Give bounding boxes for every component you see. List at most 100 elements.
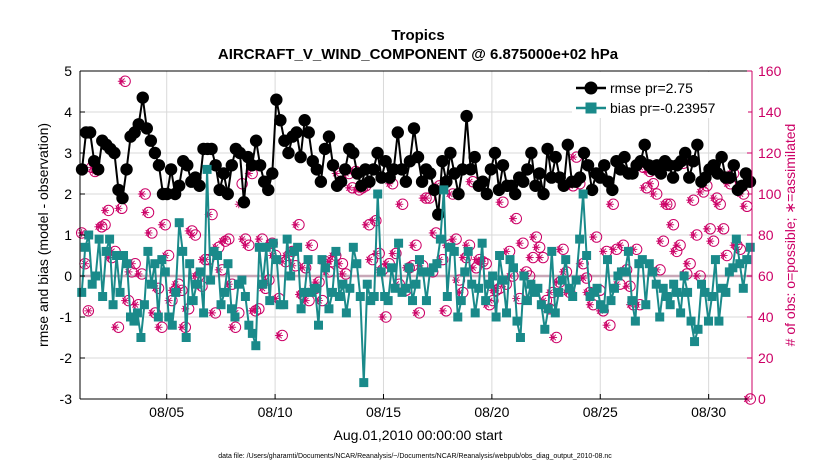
bias-point: [178, 246, 188, 256]
rmse-point: [83, 126, 97, 139]
bias-point: [460, 267, 470, 277]
bias-point: [728, 263, 738, 273]
y-axis-label-right: # of obs: o=possible; ∗=assimilated: [782, 124, 798, 347]
bias-point: [164, 312, 174, 322]
bias-point: [373, 189, 383, 199]
rmse-point: [310, 163, 324, 176]
rmse-point: [363, 175, 376, 188]
legend-box: [572, 72, 748, 118]
bias-point: [157, 255, 167, 265]
bias-point: [408, 296, 418, 306]
bias-point: [383, 296, 393, 306]
bias-point: [470, 308, 480, 318]
obs-assimilated-point: [682, 259, 691, 268]
y-tick-label: -3: [60, 391, 73, 407]
bias-point: [505, 255, 515, 265]
bias-point: [495, 251, 505, 260]
rmse-point: [464, 163, 477, 176]
obs-assimilated-point: [137, 190, 146, 198]
legend: rmse pr=2.75 bias pr=-0.23957: [572, 72, 748, 118]
obs-assimilated-point: [605, 200, 614, 209]
bias-point: [665, 300, 675, 310]
bias-point: [359, 378, 369, 388]
y-tick-label-right: 100: [758, 186, 782, 202]
y-axis-label: rmse and bias (model - observation): [35, 123, 51, 347]
obs-assimilated-point: [177, 323, 186, 332]
obs-assimilated-point: [154, 323, 163, 332]
bias-point: [338, 279, 348, 289]
obs-assimilated-point: [94, 222, 103, 231]
obs-assimilated-point: [121, 296, 130, 305]
bias-point: [345, 283, 355, 293]
bias-point: [456, 296, 466, 306]
bias-point: [519, 271, 529, 281]
y-tick-label-right: 120: [758, 145, 782, 161]
legend-rmse-label: rmse pr=2.75: [610, 80, 693, 96]
obs-assimilated-point: [368, 216, 377, 225]
rmse-point: [266, 167, 279, 180]
obs-assimilated-point: [221, 235, 230, 244]
bias-point: [223, 259, 233, 269]
bias-point: [442, 292, 452, 301]
rmse-point: [683, 171, 696, 184]
bias-point: [352, 259, 362, 269]
obs-assimilated-point: [585, 300, 594, 309]
obs-assimilated-point: [388, 249, 397, 258]
obs-assimilated-point: [241, 241, 250, 250]
bias-point: [268, 238, 278, 248]
rmse-point: [318, 142, 332, 156]
bias-point: [390, 283, 400, 293]
obs-assimilated-point: [709, 194, 718, 203]
obs-assimilated-point: [428, 228, 437, 237]
bias-point: [348, 242, 358, 252]
rmse-point: [152, 159, 166, 172]
bias-point: [418, 267, 428, 277]
rmse-point: [193, 179, 206, 192]
bias-point: [644, 259, 654, 269]
obs-assimilated-point: [508, 214, 517, 223]
bias-point: [526, 279, 536, 289]
bias-point: [484, 279, 494, 289]
bias-point: [703, 316, 713, 326]
rmse-point: [618, 150, 631, 164]
rmse-point: [274, 114, 287, 127]
rmse-point: [666, 171, 680, 184]
obs-assimilated-point: [662, 200, 671, 209]
bias-point: [327, 287, 337, 297]
rmse-point: [727, 159, 740, 172]
bias-point: [153, 312, 163, 322]
y-tick-label-right: 160: [758, 63, 782, 79]
rmse-point: [723, 171, 736, 184]
bias-point: [230, 312, 240, 322]
obs-assimilated-point: [609, 245, 618, 254]
bias-point: [620, 267, 630, 277]
bias-point: [582, 251, 592, 260]
bias-point: [491, 312, 501, 322]
x-tick-label: 08/25: [583, 404, 618, 420]
rmse-point: [270, 93, 283, 106]
rmse-point: [262, 183, 275, 197]
obs-assimilated-point: [615, 241, 624, 250]
rmse-point: [484, 163, 498, 176]
bias-point: [508, 263, 518, 273]
bias-point: [414, 255, 424, 265]
bias-point: [742, 255, 752, 265]
bias-point: [599, 304, 609, 314]
bias-point: [655, 312, 665, 322]
y-tick-label-right: 40: [758, 309, 774, 325]
rmse-point: [508, 187, 522, 201]
rmse-point: [391, 126, 404, 139]
bias-point: [630, 316, 640, 326]
bias-point: [627, 296, 637, 306]
obs-assimilated-point: [669, 247, 678, 256]
bias-point: [707, 292, 717, 301]
bias-point: [105, 234, 115, 244]
bias-point: [108, 300, 118, 310]
chart-subtitle: AIRCRAFT_V_WIND_COMPONENT @ 6.875000e+02…: [218, 46, 619, 63]
obs-assimilated-point: [706, 237, 715, 246]
bias-point: [122, 259, 132, 269]
obs-assimilated-point: [365, 255, 374, 264]
obs-assimilated-point: [569, 153, 578, 162]
rmse-point: [116, 191, 129, 205]
y-tick-label: 5: [64, 63, 72, 79]
